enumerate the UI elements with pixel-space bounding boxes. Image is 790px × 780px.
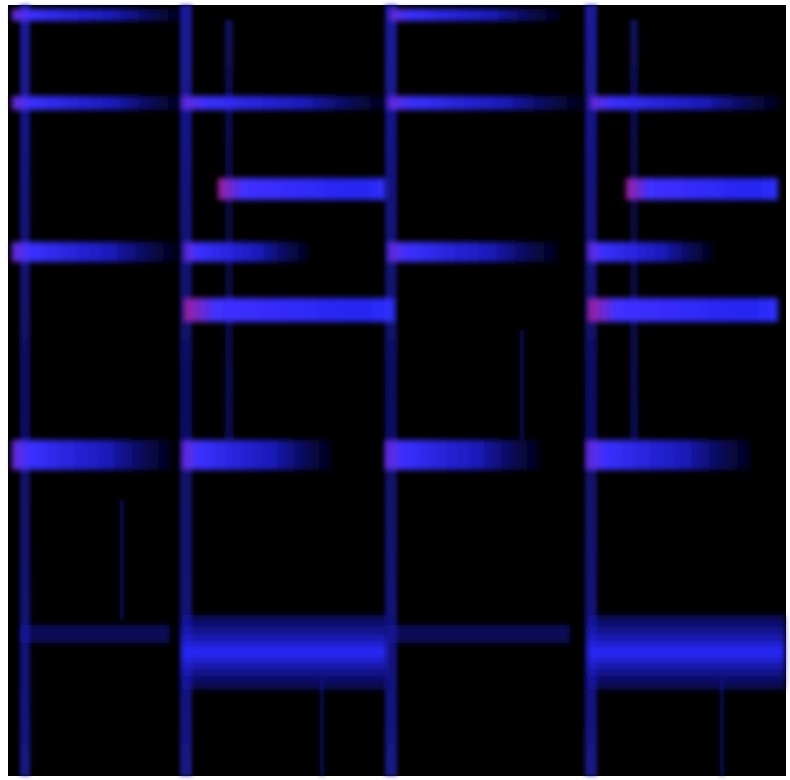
noise [320, 680, 324, 776]
partial [388, 242, 558, 262]
spectrogram [0, 0, 790, 780]
partial [12, 242, 177, 262]
noise [120, 500, 124, 620]
onset-line [225, 20, 233, 440]
partial [184, 242, 309, 262]
partial [390, 625, 570, 643]
partial [385, 440, 540, 470]
partial [390, 9, 560, 21]
noise-band [588, 615, 785, 690]
partial [588, 298, 778, 322]
noise [720, 680, 724, 776]
partial [218, 178, 386, 200]
partial [626, 178, 778, 200]
partial [588, 242, 713, 262]
partial [20, 625, 170, 643]
partial [182, 96, 387, 110]
partial [388, 96, 583, 110]
noise-band [182, 615, 387, 690]
partial [12, 440, 172, 470]
partial [590, 96, 780, 110]
partial [182, 440, 332, 470]
partial [184, 298, 394, 322]
page: {} [0, 0, 790, 780]
noise [520, 330, 524, 440]
partial [12, 9, 182, 21]
onset-line [20, 5, 30, 776]
partial [12, 96, 182, 110]
onset-line [630, 20, 638, 440]
partial [586, 440, 751, 470]
